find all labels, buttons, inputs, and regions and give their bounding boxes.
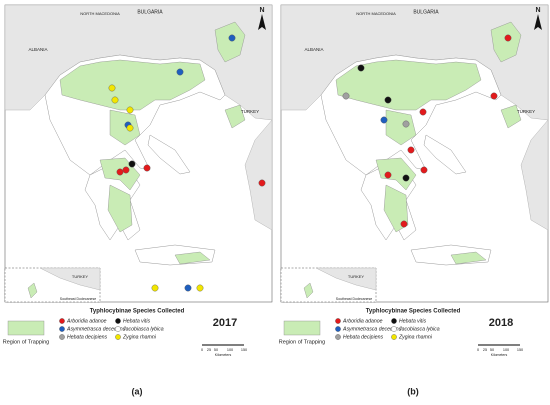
species-marker [108,84,116,92]
caption: (a) [132,386,143,396]
species-marker [228,34,236,42]
map-label: NORTH MACEDONIA [356,11,396,16]
scale-unit: Kilometers [215,353,232,357]
species-marker [384,96,392,104]
legend-label: Hebata decipiens [67,334,107,340]
legend-label: Hebata vitis [399,318,427,324]
species-marker [380,116,388,124]
map-label: BULGARIA [413,9,439,15]
species-marker [402,174,410,182]
legend-marker [335,326,341,332]
scale-label: 0 [477,348,479,352]
species-marker [176,68,184,76]
legend-label: Jacobiasca lybica [398,326,440,332]
legend-title: Typhlocybinae Species Collected [90,309,185,315]
legend-label: Hebata decipiens [343,334,383,340]
legend-label: Asymmetrasca decedens [66,326,126,332]
legend-marker [59,318,65,324]
species-marker [184,284,192,292]
legend-marker [391,326,397,332]
legend-label: Zygina rhamni [398,334,433,340]
legend-marker [115,326,121,332]
legend-marker [115,334,121,340]
region-swatch [7,320,45,336]
map-label: Southeast Dodecanese [336,297,372,301]
caption: (b) [407,386,419,396]
species-marker [126,124,134,132]
legend-marker [391,334,397,340]
species-marker [151,284,159,292]
legend-label: Jacobiasca lybica [122,326,164,332]
scale-label: 150 [241,348,247,352]
legend-marker [335,318,341,324]
species-marker [258,179,266,187]
map-label: ALBANIA [304,47,323,52]
scale-label: 150 [517,348,523,352]
legend-label: Arboridia adanoe [66,318,107,324]
legend-label: Asymmetrasca decedens [342,326,402,332]
species-marker [400,220,408,228]
species-marker [143,164,151,172]
map-label: TURKEY [348,274,365,279]
legend-marker [59,326,65,332]
species-marker [196,284,204,292]
scale-label: 25 [483,348,487,352]
legend-marker [391,318,397,324]
scale-label: 100 [227,348,233,352]
map-panel: BULGARIA NORTH MACEDONIA ALBANIA TURKEY TURK… [279,4,549,396]
species-marker [111,96,119,104]
legend-label: Arboridia adanoe [342,318,383,324]
legend-label: Zygina rhamni [122,334,157,340]
region-label: Region of Trapping [279,339,325,345]
legend-title: Typhlocybinae Species Collected [366,309,461,315]
scale-label: 50 [490,348,494,352]
region-label: Region of Trapping [3,339,49,345]
species-marker [490,92,498,100]
species-marker [116,168,124,176]
year: 2018 [489,317,513,329]
map-label: NORTH MACEDONIA [80,11,120,16]
region-swatch [283,320,321,336]
species-marker [342,92,350,100]
scale-label: 100 [503,348,509,352]
year: 2017 [213,317,237,329]
species-marker [122,166,130,174]
species-marker [402,120,410,128]
map-label: ALBANIA [28,47,47,52]
species-marker [419,108,427,116]
species-marker [407,146,415,154]
species-marker [126,106,134,114]
map-label: BULGARIA [137,9,163,15]
scale-unit: Kilometers [491,353,508,357]
species-marker [384,171,392,179]
map-label: TURKEY [72,274,89,279]
species-marker [420,166,428,174]
scale-label: 50 [214,348,218,352]
legend-label: Hebata vitis [123,318,151,324]
scale-label: 0 [201,348,203,352]
legend-marker [335,334,341,340]
legend-marker [59,334,65,340]
map-label: TURKEY [517,109,535,114]
scale-label: 25 [207,348,211,352]
map-label: TURKEY [241,109,259,114]
map-label: N [259,7,264,14]
map-panel: BULGARIA NORTH MACEDONIA ALBANIA TURKEY TURK… [3,4,273,396]
species-marker [504,34,512,42]
species-marker [128,160,136,168]
map-label: N [535,7,540,14]
legend-marker [115,318,121,324]
species-marker [357,64,365,72]
map-label: Southeast Dodecanese [60,297,96,301]
